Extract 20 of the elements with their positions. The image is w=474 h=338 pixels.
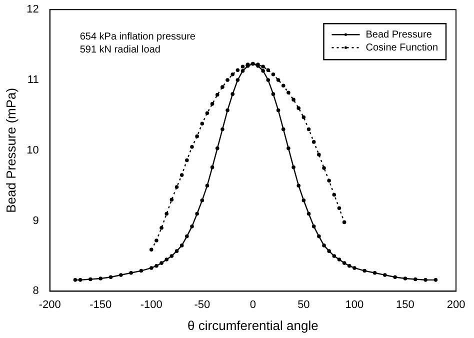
y-tick-label: 12 xyxy=(26,4,39,16)
x-tick-label: -200 xyxy=(38,298,61,311)
y-tick-label: 10 xyxy=(26,144,39,156)
x-axis-title: θ circumferential angle xyxy=(188,318,318,333)
x-tick-label: 150 xyxy=(396,298,414,311)
legend-label: Cosine Function xyxy=(366,42,438,54)
y-axis-title: Bead Pressure (mPa) xyxy=(3,88,18,213)
annotation: 654 kPa inflation pressure xyxy=(80,31,196,42)
x-tick-label: -100 xyxy=(140,298,162,311)
x-tick-label: -50 xyxy=(194,298,210,311)
x-tick-label: 100 xyxy=(345,298,364,311)
legend-label: Bead Pressure xyxy=(366,29,432,40)
annotation: 591 kN radial load xyxy=(80,44,160,56)
x-tick-label: -150 xyxy=(90,298,112,311)
x-tick-label: 0 xyxy=(250,298,256,311)
x-tick-label: 50 xyxy=(298,298,310,311)
y-tick-label: 8 xyxy=(32,285,39,298)
x-tick-label: 200 xyxy=(446,298,466,311)
y-tick-label: 9 xyxy=(32,214,39,227)
y-tick-label: 11 xyxy=(27,74,39,86)
